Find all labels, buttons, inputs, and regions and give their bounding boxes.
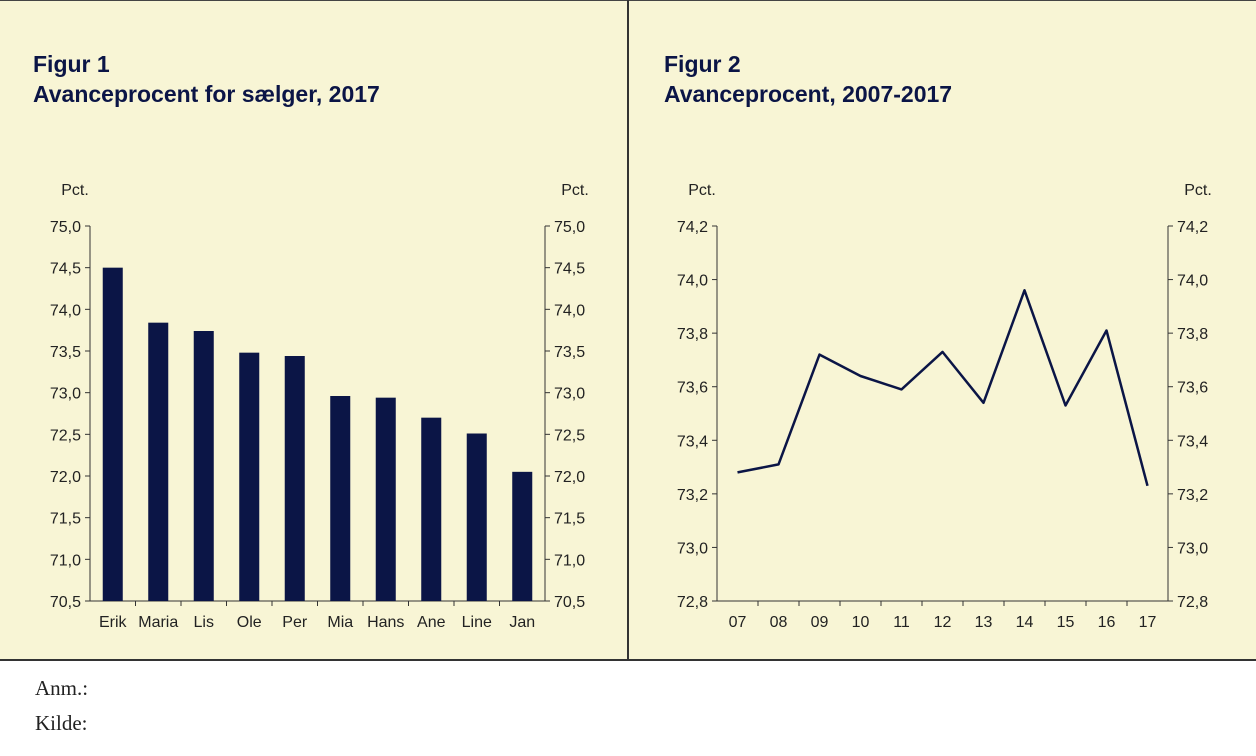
fig1-xtick-label: Mia bbox=[327, 614, 353, 631]
fig2-xtick-label: 07 bbox=[729, 614, 747, 631]
fig1-ytick-label-right: 72,5 bbox=[554, 427, 585, 444]
fig1-ytick-label-left: 70,5 bbox=[50, 594, 81, 611]
note-kilde: Kilde: bbox=[35, 711, 88, 735]
fig2-xtick-label: 15 bbox=[1057, 614, 1075, 631]
fig2-xtick-label: 12 bbox=[934, 614, 952, 631]
fig2-ytick-label-right: 73,8 bbox=[1177, 326, 1208, 343]
bar-ole bbox=[239, 352, 260, 601]
fig2-ytick-label-left: 73,8 bbox=[677, 326, 708, 343]
figure-2-label: Figur 2 bbox=[664, 51, 741, 77]
fig1-xtick-label: Lis bbox=[194, 614, 214, 631]
fig1-ytick-label-left: 71,0 bbox=[50, 552, 81, 569]
bar-hans bbox=[375, 397, 396, 601]
fig2-ytick-label-right: 72,8 bbox=[1177, 594, 1208, 611]
fig2-xtick-label: 11 bbox=[893, 614, 910, 631]
fig2-ytick-label-right: 73,2 bbox=[1177, 487, 1208, 504]
fig2-ytick-label-right: 73,0 bbox=[1177, 540, 1208, 557]
fig1-xtick-label: Maria bbox=[138, 614, 178, 631]
fig2-unit-left: Pct. bbox=[688, 182, 716, 199]
fig1-ytick-label-left: 72,5 bbox=[50, 427, 81, 444]
frame-bottom-border bbox=[0, 659, 1256, 661]
bar-lis bbox=[193, 331, 214, 601]
fig1-ytick-label-left: 75,0 bbox=[50, 219, 81, 236]
bar-line bbox=[466, 433, 487, 601]
fig1-ytick-label-left: 73,0 bbox=[50, 386, 81, 403]
fig1-ytick-label-left: 74,0 bbox=[50, 302, 81, 319]
fig2-xtick-label: 13 bbox=[975, 614, 993, 631]
fig2-xtick-label: 08 bbox=[770, 614, 788, 631]
frame-divider bbox=[627, 0, 629, 660]
fig2-xtick-label: 14 bbox=[1016, 614, 1034, 631]
figure-2-title: Avanceprocent, 2007-2017 bbox=[664, 81, 953, 107]
fig2-ytick-label-left: 73,0 bbox=[677, 540, 708, 557]
fig2-ytick-label-left: 73,6 bbox=[677, 380, 708, 397]
fig1-xtick-label: Line bbox=[462, 614, 492, 631]
fig2-ytick-label-left: 73,2 bbox=[677, 487, 708, 504]
fig2-xtick-label: 09 bbox=[811, 614, 829, 631]
fig2-ytick-label-left: 73,4 bbox=[677, 433, 708, 450]
line-chart-years: 72,8 72,8 73,0 73,0 73,2 73,2 73,4 73,4 73,6 73,6… bbox=[677, 182, 1212, 631]
fig1-unit-left: Pct. bbox=[61, 182, 89, 199]
fig1-ytick-label-left: 71,5 bbox=[50, 511, 81, 528]
fig1-xtick-label: Hans bbox=[367, 614, 404, 631]
fig2-xtick-label: 16 bbox=[1098, 614, 1116, 631]
fig1-ytick-label-right: 71,0 bbox=[554, 552, 585, 569]
fig1-ytick-label-left: 72,0 bbox=[50, 469, 81, 486]
figure-1-label: Figur 1 bbox=[33, 51, 110, 77]
fig1-xtick-label: Ole bbox=[237, 614, 262, 631]
series-line-avanceprocent bbox=[737, 289, 1149, 487]
fig2-ytick-label-right: 73,4 bbox=[1177, 433, 1208, 450]
fig2-ytick-label-left: 74,0 bbox=[677, 273, 708, 290]
fig2-xtick-label: 10 bbox=[852, 614, 870, 631]
bar-chart-sellers: 70,5 70,5 71,0 71,0 71,5 71,5 72,0 72,0 72,5 72,5… bbox=[50, 182, 589, 631]
fig2-ytick-label-right: 73,6 bbox=[1177, 380, 1208, 397]
fig1-ytick-label-right: 73,5 bbox=[554, 344, 585, 361]
fig1-ytick-label-right: 75,0 bbox=[554, 219, 585, 236]
figure-1-title: Avanceprocent for sælger, 2017 bbox=[33, 81, 380, 107]
bar-mia bbox=[330, 396, 351, 601]
fig1-xtick-label: Per bbox=[282, 614, 308, 631]
fig2-ytick-label-left: 74,2 bbox=[677, 219, 708, 236]
fig1-ytick-label-left: 73,5 bbox=[50, 344, 81, 361]
fig2-xtick-label: 17 bbox=[1139, 614, 1157, 631]
bar-erik bbox=[102, 267, 123, 601]
fig2-ytick-label-right: 74,0 bbox=[1177, 273, 1208, 290]
fig1-ytick-label-right: 74,5 bbox=[554, 261, 585, 278]
fig1-unit-right: Pct. bbox=[561, 182, 589, 199]
bar-jan bbox=[512, 471, 533, 601]
fig2-ytick-label-right: 74,2 bbox=[1177, 219, 1208, 236]
fig2-unit-right: Pct. bbox=[1184, 182, 1212, 199]
bar-per bbox=[284, 356, 305, 601]
fig1-ytick-label-right: 71,5 bbox=[554, 511, 585, 528]
fig1-ytick-label-right: 72,0 bbox=[554, 469, 585, 486]
bar-ane bbox=[421, 417, 442, 601]
bar-maria bbox=[148, 322, 169, 601]
fig1-xtick-label: Jan bbox=[509, 614, 535, 631]
fig1-xtick-label: Ane bbox=[417, 614, 446, 631]
note-anm: Anm.: bbox=[35, 676, 89, 700]
fig1-ytick-label-right: 74,0 bbox=[554, 302, 585, 319]
fig1-ytick-label-right: 70,5 bbox=[554, 594, 585, 611]
fig1-ytick-label-left: 74,5 bbox=[50, 261, 81, 278]
fig1-ytick-label-right: 73,0 bbox=[554, 386, 585, 403]
fig1-xtick-label: Erik bbox=[99, 614, 128, 631]
fig2-ytick-label-left: 72,8 bbox=[677, 594, 708, 611]
